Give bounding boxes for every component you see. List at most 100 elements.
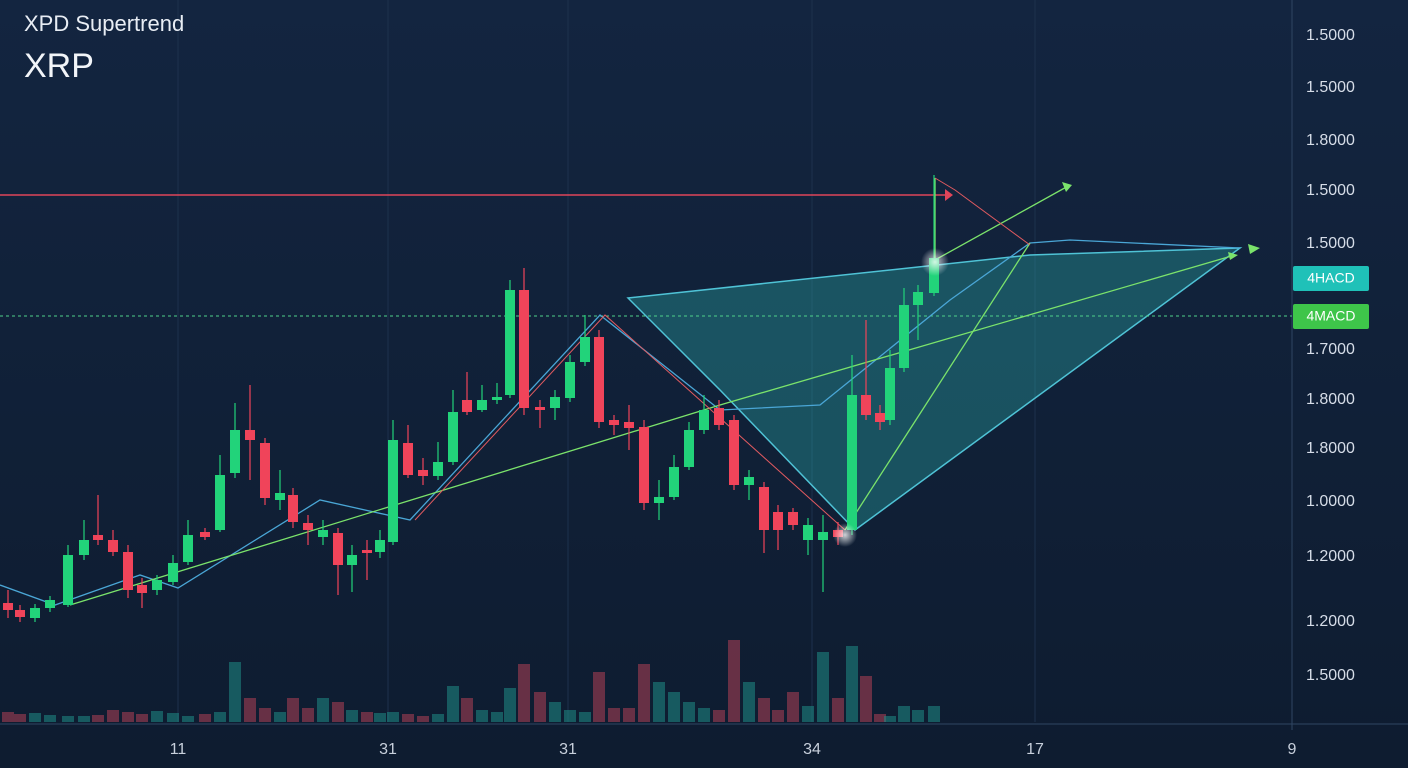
price-label: 1.5000 bbox=[1306, 27, 1355, 44]
volume-bar bbox=[2, 712, 14, 722]
swing-line bbox=[414, 314, 846, 531]
volume-bar bbox=[417, 716, 429, 722]
candle-body bbox=[362, 550, 372, 553]
candle-body bbox=[669, 467, 679, 497]
volume-bar bbox=[259, 708, 271, 722]
volume-bar bbox=[817, 652, 829, 722]
volume-bar bbox=[884, 716, 896, 722]
volume-bar bbox=[713, 710, 725, 722]
volume-bar bbox=[29, 713, 41, 722]
candle-body bbox=[714, 408, 724, 425]
candle-body bbox=[803, 525, 813, 540]
candle-body bbox=[200, 532, 210, 537]
badge-label: 4MACD bbox=[1306, 308, 1355, 324]
volume-bar bbox=[244, 698, 256, 722]
volume-bar bbox=[912, 710, 924, 722]
arrow bbox=[1228, 252, 1238, 260]
volume-bar bbox=[638, 664, 650, 722]
candle-body bbox=[168, 563, 178, 582]
volume-bar bbox=[361, 712, 373, 722]
volume-bar bbox=[92, 715, 104, 722]
symbol: XRP bbox=[24, 47, 94, 85]
candle-body bbox=[492, 397, 502, 400]
badge bbox=[1293, 266, 1369, 291]
volume-bar bbox=[683, 702, 695, 722]
volume-bar bbox=[182, 716, 194, 722]
candle-body bbox=[639, 427, 649, 503]
price-label: 1.7000 bbox=[1306, 341, 1355, 358]
candle-body bbox=[654, 497, 664, 503]
volume-bar bbox=[151, 711, 163, 722]
volume-bar bbox=[374, 713, 386, 722]
arrow bbox=[945, 189, 953, 201]
volume-bar bbox=[62, 716, 74, 722]
volume-bar bbox=[214, 712, 226, 722]
price-label: 1.5000 bbox=[1306, 235, 1355, 252]
volume-bar bbox=[122, 712, 134, 722]
price-label: 1.8000 bbox=[1306, 132, 1355, 149]
time-label: 9 bbox=[1288, 741, 1297, 758]
volume-bar bbox=[623, 708, 635, 722]
arrow bbox=[1248, 244, 1260, 254]
candle-body bbox=[288, 495, 298, 522]
price-label: 1.2000 bbox=[1306, 613, 1355, 630]
candle-body bbox=[388, 440, 398, 542]
candle-body bbox=[788, 512, 798, 525]
volume-bar bbox=[432, 714, 444, 722]
candle-body bbox=[183, 535, 193, 562]
indicator-name: XPD Supertrend bbox=[24, 11, 184, 36]
price-label: 1.0000 bbox=[1306, 493, 1355, 510]
volume-bar bbox=[332, 702, 344, 722]
volume-bar bbox=[608, 708, 620, 722]
candle-body bbox=[137, 585, 147, 593]
candle-body bbox=[318, 530, 328, 537]
candle-body bbox=[63, 555, 73, 605]
volume-bar bbox=[579, 712, 591, 722]
volume-bar bbox=[346, 710, 358, 722]
volume-bar bbox=[698, 708, 710, 722]
candle-body bbox=[152, 580, 162, 590]
candle-body bbox=[347, 555, 357, 565]
candle-body bbox=[260, 443, 270, 498]
candle-body bbox=[215, 475, 225, 530]
candle-body bbox=[913, 292, 923, 305]
candle-body bbox=[773, 512, 783, 530]
badge-label: 4HACD bbox=[1307, 270, 1354, 286]
candle-body bbox=[624, 422, 634, 428]
candle-body bbox=[609, 420, 619, 425]
candle-body bbox=[550, 397, 560, 408]
price-label: 1.5000 bbox=[1306, 79, 1355, 96]
volume-bar bbox=[787, 692, 799, 722]
volume-bar bbox=[461, 698, 473, 722]
candle-body bbox=[594, 337, 604, 422]
candle-body bbox=[899, 305, 909, 368]
volume-bar bbox=[317, 698, 329, 722]
candle-body bbox=[418, 470, 428, 476]
candle-body bbox=[477, 400, 487, 410]
candle-body bbox=[79, 540, 89, 555]
price-label: 1.5000 bbox=[1306, 182, 1355, 199]
volume bbox=[2, 640, 940, 722]
volume-bar bbox=[107, 710, 119, 722]
candle-body bbox=[565, 362, 575, 398]
candle-body bbox=[462, 400, 472, 412]
volume-bar bbox=[832, 698, 844, 722]
time-label: 31 bbox=[379, 741, 397, 758]
volume-bar bbox=[491, 712, 503, 722]
glow bbox=[833, 523, 857, 547]
volume-bar bbox=[772, 710, 784, 722]
candle-body bbox=[333, 533, 343, 565]
volume-bar bbox=[802, 706, 814, 722]
swing-line bbox=[844, 242, 1031, 531]
candle-body bbox=[744, 477, 754, 485]
price-label: 1.8000 bbox=[1306, 391, 1355, 408]
price-label: 1.2000 bbox=[1306, 548, 1355, 565]
candle-body bbox=[93, 535, 103, 540]
candle-body bbox=[684, 430, 694, 467]
volume-bar bbox=[167, 713, 179, 722]
volume-bar bbox=[593, 672, 605, 722]
grid bbox=[177, 0, 1036, 722]
volume-bar bbox=[229, 662, 241, 722]
candle-body bbox=[847, 395, 857, 530]
candle-body bbox=[3, 603, 13, 610]
